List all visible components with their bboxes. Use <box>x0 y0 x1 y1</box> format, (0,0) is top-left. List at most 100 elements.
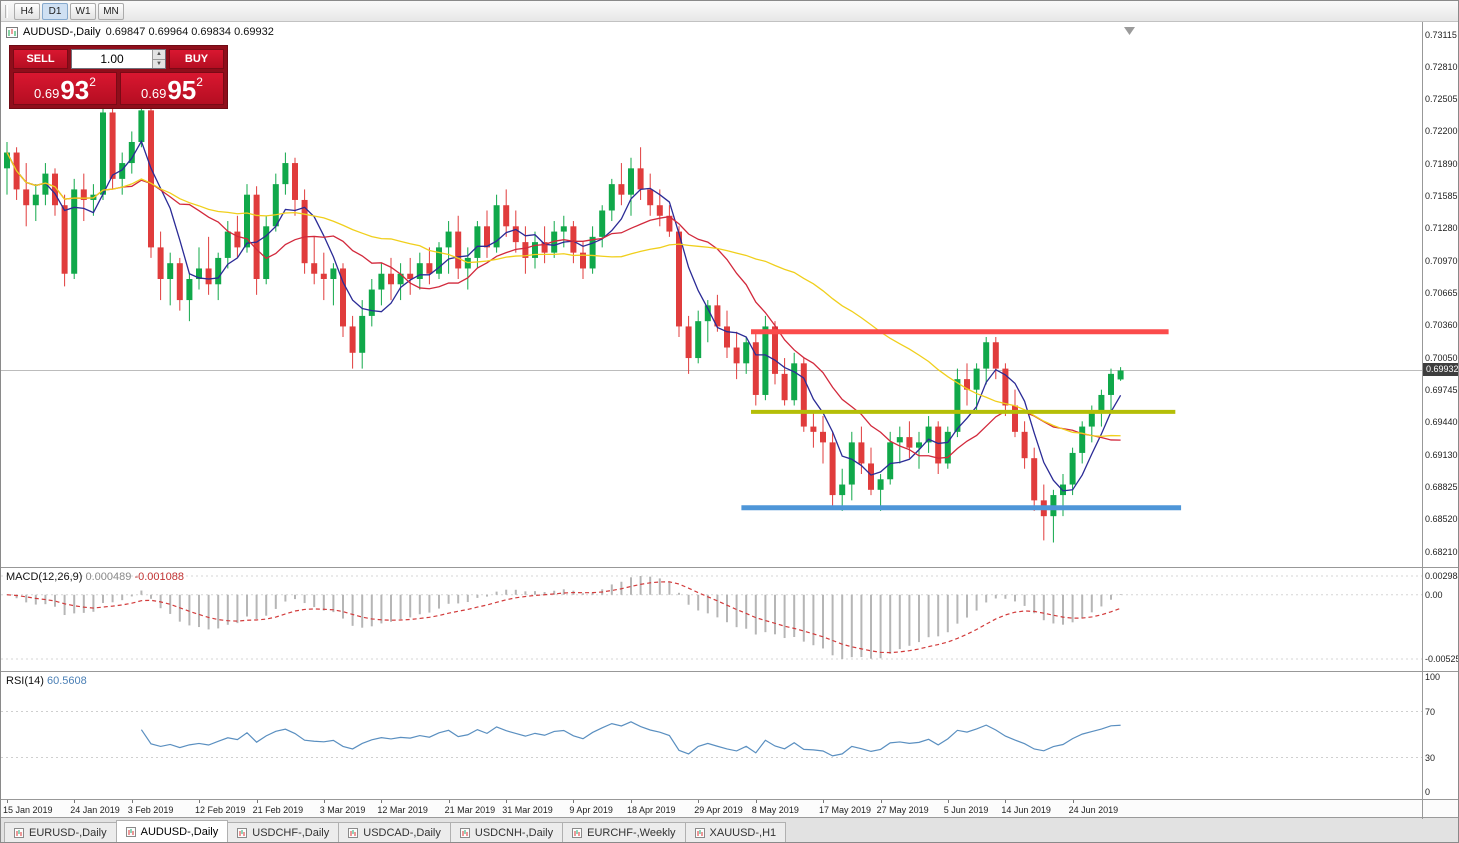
price-axis-label: 0.69440 <box>1425 417 1458 428</box>
tab-chart-icon <box>237 827 248 838</box>
date-axis-label: 17 May 2019 <box>819 805 872 815</box>
rsi-axis: 100 70 30 0 <box>1423 672 1458 799</box>
chart-tab-xauusd[interactable]: XAUUSD-,H1 <box>684 822 787 842</box>
rsi-axis-label: 0 <box>1425 787 1431 797</box>
sell-button[interactable]: SELL <box>13 49 68 69</box>
date-tick-mark <box>381 800 383 803</box>
buy-price-pips: 95 <box>167 75 197 105</box>
price-axis-label: 0.70050 <box>1425 353 1458 364</box>
timeframe-button-mn[interactable]: MN <box>98 2 124 20</box>
price-axis[interactable]: 0.69932 0.73115 0.72810 0.72505 0.72200 0.71… <box>1423 22 1459 567</box>
volume-up-button[interactable]: ▲ <box>153 50 165 60</box>
date-axis-label: 8 May 2019 <box>751 805 799 815</box>
rsi-indicator-name: RSI(14) <box>6 675 44 687</box>
tab-chart-icon <box>459 827 470 838</box>
timeframe-toolbar: H4 D1 W1 MN <box>1 1 1458 22</box>
chart-tabbar: EURUSD-,Daily AUDUSD-,Daily USDCHF-,Daily U… <box>1 817 1458 842</box>
macd-axis-label: 0.002984 <box>1425 571 1459 581</box>
one-click-trading-panel: SELL 1.00 ▲ ▼ BUY 0.69 93 2 <box>9 45 228 109</box>
chart-tab-label: EURCHF-,Weekly <box>587 826 676 839</box>
macd-plot[interactable] <box>1 568 1422 671</box>
price-axis-label: 0.72810 <box>1425 62 1458 73</box>
buy-price-tile[interactable]: 0.69 95 2 <box>120 72 224 105</box>
macd-pane: 0.002984 0.00 -0.005257 MACD(12,26,9) 0.00… <box>1 568 1459 671</box>
macd-signal-value: -0.001088 <box>134 571 184 583</box>
macd-indicator-name: MACD(12,26,9) <box>6 571 83 583</box>
chart-tab-label: EURUSD-,Daily <box>29 826 107 839</box>
current-price-badge: 0.69932 <box>1423 363 1459 377</box>
date-tick-mark <box>823 800 824 803</box>
date-tick-mark <box>323 800 325 803</box>
toolbar-grip[interactable] <box>5 4 8 18</box>
date-axis-label: 5 Jun 2019 <box>943 805 989 815</box>
date-tick-mark <box>1072 800 1074 803</box>
date-axis-label: 15 Jan 2019 <box>3 805 53 815</box>
date-axis-label: 9 Apr 2019 <box>569 805 613 815</box>
sell-price-tile[interactable]: 0.69 93 2 <box>13 72 117 105</box>
main-pane: 0.69932 0.73115 0.72810 0.72505 0.72200 0.71… <box>1 22 1459 567</box>
price-axis-label: 0.71280 <box>1425 223 1458 234</box>
chart-tab-usdcad[interactable]: USDCAD-,Daily <box>338 822 451 842</box>
main-plot[interactable] <box>1 22 1422 567</box>
buy-price-prefix: 0.69 <box>141 86 167 101</box>
rsi-plot[interactable] <box>1 672 1422 799</box>
price-axis-label: 0.70360 <box>1425 320 1458 331</box>
chart-shift-marker <box>1124 27 1135 35</box>
chart-tab-usdchf[interactable]: USDCHF-,Daily <box>227 822 340 842</box>
pane-splitter[interactable] <box>1 671 1458 672</box>
price-axis-label: 0.70665 <box>1425 288 1458 299</box>
date-axis-label: 18 Apr 2019 <box>627 805 676 815</box>
pane-splitter[interactable] <box>1 567 1458 568</box>
chart-tab-eurusd[interactable]: EURUSD-,Daily <box>4 822 117 842</box>
date-tick-mark <box>74 800 76 803</box>
sell-price-pips: 93 <box>60 75 90 105</box>
date-tick-mark <box>256 800 258 803</box>
chart-tab-label: USDCHF-,Daily <box>252 826 330 839</box>
sell-price-prefix: 0.69 <box>34 86 60 101</box>
timeframe-button-h4[interactable]: H4 <box>14 2 40 20</box>
pane-splitter[interactable] <box>1 799 1458 800</box>
price-axis-label: 0.73115 <box>1425 30 1457 40</box>
chart-tab-usdcnh[interactable]: USDCNH-,Daily <box>449 822 564 842</box>
rsi-pane: 100 70 30 0 RSI(14) 60.5608 <box>1 672 1458 799</box>
chart-tab-eurchf[interactable]: EURCHF-,Weekly <box>562 822 686 842</box>
rsi-value: 60.5608 <box>46 675 87 687</box>
volume-down-button[interactable]: ▼ <box>153 59 165 68</box>
tab-chart-icon <box>572 827 583 838</box>
chart-type-icon <box>6 26 18 38</box>
date-tick-mark <box>573 800 575 803</box>
sell-price-pipette: 2 <box>89 75 96 89</box>
current-price-value: 0.69932 <box>1426 364 1459 375</box>
chart-tab-label: AUDUSD-,Daily <box>140 825 219 838</box>
date-axis-label: 3 Feb 2019 <box>127 805 174 815</box>
date-axis-label: 21 Mar 2019 <box>444 805 496 815</box>
date-axis-label: 31 Mar 2019 <box>502 805 553 815</box>
chart-tab-audusd[interactable]: AUDUSD-,Daily <box>115 820 229 842</box>
macd-axis-label: 0.00 <box>1425 589 1443 600</box>
price-axis-label: 0.68825 <box>1425 482 1458 493</box>
date-tick-mark <box>755 800 757 803</box>
chart-symbol-label: AUDUSD-,Daily <box>23 26 101 38</box>
chart-tab-label: XAUUSD-,H1 <box>709 826 777 839</box>
timeframe-button-d1[interactable]: D1 <box>42 2 68 20</box>
price-axis-label: 0.68520 <box>1425 514 1458 525</box>
volume-input[interactable]: 1.00 <box>100 52 124 66</box>
price-axis-label: 0.69745 <box>1425 385 1458 396</box>
price-axis-label: 0.72505 <box>1425 94 1458 105</box>
date-axis-label: 24 Jan 2019 <box>70 805 120 815</box>
date-tick-mark <box>947 800 949 803</box>
buy-button[interactable]: BUY <box>169 49 224 69</box>
price-axis-label: 0.70970 <box>1425 256 1458 267</box>
macd-axis-label: -0.005257 <box>1425 654 1458 664</box>
date-axis-label: 21 Feb 2019 <box>252 805 304 815</box>
chart-area: 0.69932 0.73115 0.72810 0.72505 0.72200 0.71… <box>1 22 1459 819</box>
tab-chart-icon <box>348 827 359 838</box>
date-axis[interactable]: 15 Jan 2019 24 Jan 2019 3 Feb 2019 12 Feb 2… <box>1 800 1458 819</box>
chart-ohlc-values: 0.69847 0.69964 0.69834 0.69932 <box>105 26 274 38</box>
timeframe-button-w1[interactable]: W1 <box>70 2 96 20</box>
date-tick-mark <box>131 800 133 803</box>
date-axis-label: 12 Feb 2019 <box>195 805 246 815</box>
date-tick-mark <box>448 800 450 803</box>
tab-chart-icon <box>694 827 705 838</box>
